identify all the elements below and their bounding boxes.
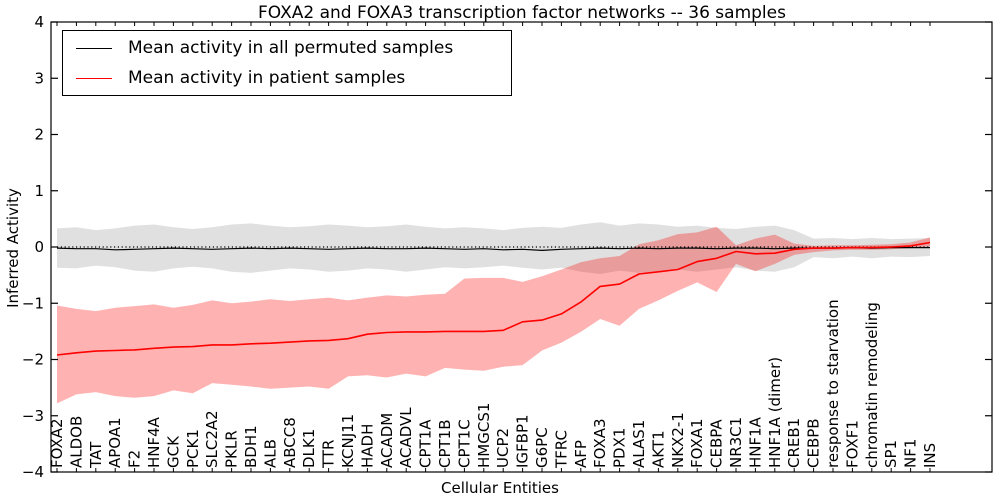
x-tick-label: ALDOB: [67, 416, 85, 468]
y-tick-label: 2: [34, 126, 44, 144]
x-tick-label: KCNJ11: [339, 414, 357, 468]
x-tick-label: SP1: [882, 440, 900, 468]
x-tick-label: IGFBP1: [514, 414, 532, 468]
x-tick-label: PCK1: [184, 429, 202, 468]
x-tick-label: G6PC: [533, 427, 551, 468]
x-tick-label: F2: [126, 450, 144, 468]
patient-mean-line: [56, 241, 931, 356]
legend-label-permuted: Mean activity in all permuted samples: [128, 37, 454, 58]
x-tick-label: SLC2A2: [203, 410, 221, 468]
x-tick-label: NKX2-1: [669, 412, 687, 468]
x-tick-label: TTR: [320, 440, 338, 469]
legend-entry-patient: Mean activity in patient samples: [63, 66, 511, 90]
y-tick-label: 0: [34, 238, 44, 256]
x-tick-label: FOXA3: [591, 418, 609, 468]
chart-title: FOXA2 and FOXA3 transcription factor net…: [258, 3, 786, 23]
x-tick-label: FOXF1: [843, 420, 861, 468]
patient-band: [57, 226, 930, 404]
x-tick-label: AFP: [572, 440, 590, 468]
legend-entry-permuted: Mean activity in all permuted samples: [63, 36, 511, 60]
x-tick-label: ACADVL: [397, 407, 415, 468]
x-tick-label: HADH: [358, 424, 376, 468]
x-tick-label: TFRC: [552, 430, 570, 469]
x-tick-label: GCK: [164, 435, 182, 468]
x-tick-label: CEBPA: [708, 419, 726, 468]
x-tick-label: FOXA2: [48, 418, 66, 468]
y-tick-label: −3: [22, 407, 44, 425]
permuted-line-swatch: [76, 47, 112, 49]
y-tick-label: 4: [34, 13, 44, 31]
y-tick-label: 1: [34, 182, 44, 200]
x-tick-label: BDH1: [242, 425, 260, 468]
x-tick-label: HNF1A (dimer): [766, 357, 784, 468]
x-tick-label: HMGCS1: [475, 403, 493, 468]
x-tick-label: HNF4A: [145, 416, 163, 468]
x-tick-label: CPT1A: [417, 419, 435, 468]
x-tick-label: UCP2: [494, 428, 512, 468]
permuted-band: [57, 222, 930, 274]
x-tick-label: APOA1: [106, 417, 124, 468]
x-axis-label: Cellular Entities: [441, 479, 559, 497]
x-tick-label: response to starvation: [824, 299, 842, 468]
x-tick-label: CPT1B: [436, 419, 454, 468]
x-tick-label: FOXA1: [688, 418, 706, 468]
x-tick-label: NR3C1: [727, 417, 745, 468]
y-tick-label: −2: [22, 351, 44, 369]
x-tick-label: ALB: [261, 439, 279, 468]
x-tick-label: HNF1A: [746, 416, 764, 468]
legend: Mean activity in all permuted samples Me…: [62, 30, 512, 96]
x-tick-label: NF1: [902, 439, 920, 468]
x-tick-label: CREB1: [785, 418, 803, 468]
y-tick-label: 3: [34, 69, 44, 87]
x-tick-label: CEBPB: [805, 418, 823, 468]
patient-line-swatch: [76, 77, 112, 79]
x-tick-label: TAT: [87, 441, 105, 469]
x-tick-label: INS: [921, 443, 939, 468]
x-tick-label: PDX1: [611, 428, 629, 468]
legend-label-patient: Mean activity in patient samples: [128, 67, 406, 88]
y-axis-label: Inferred Activity: [4, 188, 22, 308]
x-tick-label: chromatin remodeling: [863, 302, 881, 468]
x-tick-label: AKT1: [649, 430, 667, 468]
x-tick-label: CPT1C: [455, 419, 473, 468]
y-tick-label: −4: [22, 463, 44, 481]
x-tick-label: ABCC8: [281, 417, 299, 468]
x-tick-label: PKLR: [223, 430, 241, 468]
x-tick-label: ALAS1: [630, 420, 648, 468]
x-tick-label: DLK1: [300, 429, 318, 468]
permuted-mean-line: [56, 247, 930, 251]
x-tick-label: ACADM: [378, 413, 396, 468]
y-tick-label: −1: [22, 294, 44, 312]
